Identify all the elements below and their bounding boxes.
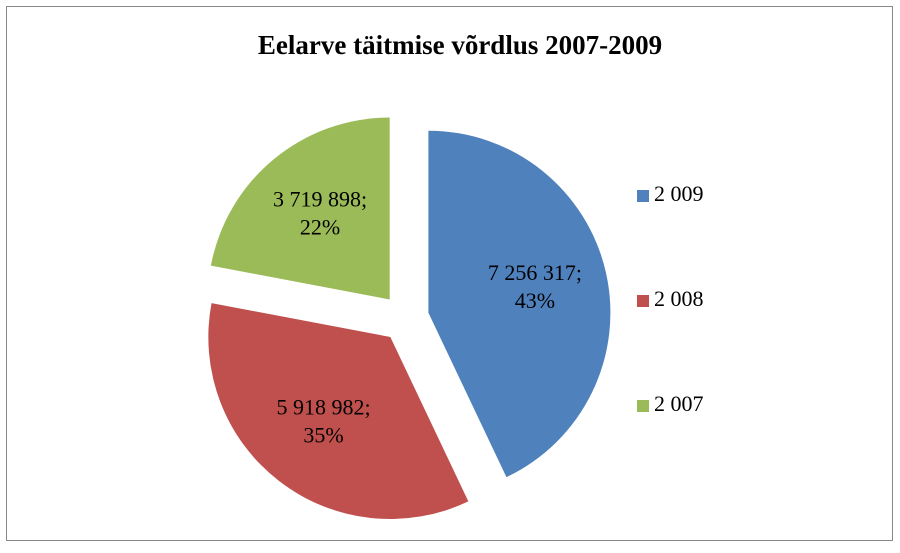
data-label: 5 918 982; [277, 394, 371, 419]
chart-title: Eelarve täitmise võrdlus 2007-2009 [258, 30, 662, 60]
legend-label: 2 009 [654, 181, 704, 206]
pie-slice [428, 130, 611, 478]
data-label: 22% [300, 214, 340, 239]
data-label: 43% [515, 288, 555, 313]
legend-swatch [637, 400, 649, 412]
legend-swatch [637, 190, 649, 202]
data-label: 7 256 317; [488, 260, 582, 285]
data-label: 3 719 898; [273, 186, 367, 211]
legend-label: 2 008 [654, 286, 704, 311]
pie-slice [208, 303, 469, 519]
legend-label: 2 007 [654, 391, 704, 416]
pie-slice [210, 117, 390, 300]
data-label: 35% [303, 422, 343, 447]
legend-swatch [637, 295, 649, 307]
